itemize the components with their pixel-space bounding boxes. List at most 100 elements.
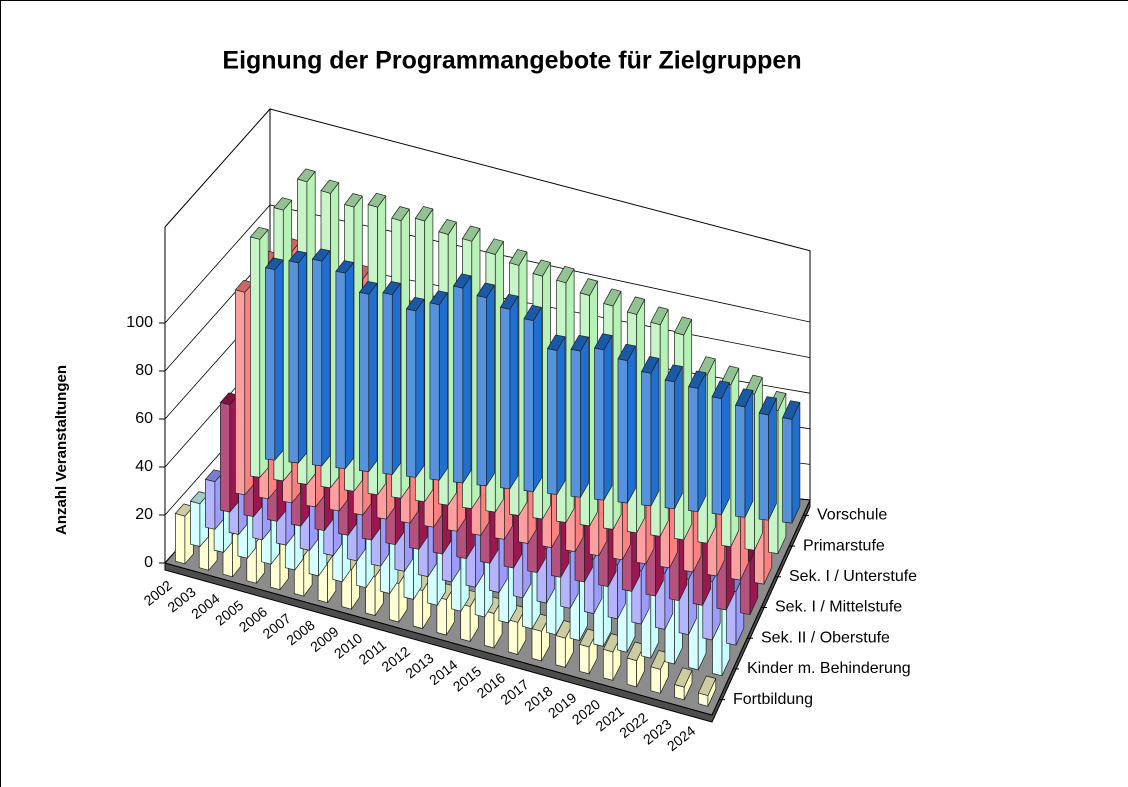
bar-front bbox=[500, 306, 511, 490]
bar-front bbox=[312, 258, 323, 467]
bar-front bbox=[570, 348, 581, 498]
bar-front bbox=[265, 267, 276, 461]
bar bbox=[758, 396, 777, 521]
bar-top bbox=[462, 225, 481, 242]
bar-front bbox=[453, 285, 464, 484]
series-label: Sek. I / Mittelstufe bbox=[775, 599, 902, 616]
bar-front bbox=[507, 619, 519, 655]
bar bbox=[453, 273, 472, 484]
bar-front bbox=[523, 318, 534, 492]
bar bbox=[429, 290, 448, 481]
bar-front bbox=[688, 386, 699, 513]
bar bbox=[579, 628, 598, 675]
bar-front bbox=[235, 289, 246, 496]
bar-top bbox=[359, 281, 378, 295]
series-label: Primarstufe bbox=[803, 537, 885, 554]
grid-line bbox=[164, 204, 811, 324]
bar bbox=[698, 675, 717, 707]
bar-side bbox=[415, 298, 425, 478]
bar-side bbox=[768, 397, 777, 521]
bar bbox=[382, 281, 401, 475]
bar-front bbox=[484, 610, 495, 649]
bar-side bbox=[697, 372, 707, 513]
bar bbox=[664, 364, 683, 510]
bar-top bbox=[320, 179, 340, 194]
bar-top bbox=[288, 250, 307, 264]
bar-top bbox=[414, 206, 434, 222]
bar-side bbox=[533, 306, 542, 492]
bar-top bbox=[367, 192, 387, 208]
bar-top bbox=[758, 396, 777, 416]
bar-top bbox=[674, 316, 693, 336]
bar-front bbox=[626, 657, 637, 688]
bar bbox=[406, 296, 425, 478]
bar-side bbox=[368, 282, 378, 472]
bar-front bbox=[382, 292, 393, 475]
bar-top bbox=[335, 260, 354, 274]
bar-front bbox=[476, 295, 487, 487]
y-axis-title: Anzahl Veranstaltungen bbox=[53, 365, 70, 535]
bar-top bbox=[674, 667, 693, 688]
bar-side bbox=[721, 382, 730, 515]
bar-side bbox=[791, 401, 801, 524]
bar-top bbox=[265, 257, 284, 271]
series-label: Sek. II / Oberstufe bbox=[761, 629, 890, 646]
bar-side bbox=[438, 292, 448, 481]
bar-front bbox=[555, 635, 566, 668]
bar-front bbox=[429, 302, 440, 481]
bar-top bbox=[547, 334, 566, 351]
bar bbox=[288, 250, 307, 464]
bar bbox=[617, 343, 636, 504]
bar-top bbox=[406, 296, 425, 312]
bar-side bbox=[509, 295, 519, 490]
bar-side bbox=[344, 262, 354, 470]
bar-top bbox=[476, 282, 495, 299]
bar-front bbox=[602, 648, 614, 681]
bar-front bbox=[220, 402, 231, 513]
chart-title: Eignung der Programmangebote für Zielgru… bbox=[222, 47, 801, 75]
bar-front bbox=[579, 643, 590, 675]
bar-side bbox=[462, 275, 472, 484]
bar-front bbox=[758, 412, 769, 521]
bar-side bbox=[744, 390, 754, 518]
bar-top bbox=[579, 278, 598, 296]
bar bbox=[335, 260, 354, 470]
bar-top bbox=[594, 333, 613, 351]
bar-top bbox=[382, 281, 401, 296]
bar-side bbox=[297, 252, 307, 464]
bar bbox=[674, 667, 693, 701]
bar-top bbox=[782, 400, 801, 420]
series-label: Sek. I / Unterstufe bbox=[789, 568, 917, 585]
bar bbox=[312, 248, 331, 467]
bar-top bbox=[429, 290, 448, 306]
series-label: Vorschule bbox=[817, 507, 887, 524]
bar-front bbox=[782, 417, 793, 524]
bar-top bbox=[570, 334, 589, 352]
bar-top bbox=[603, 288, 622, 307]
bar-front bbox=[175, 513, 186, 565]
bar-top bbox=[711, 380, 730, 399]
bar-side bbox=[486, 284, 495, 487]
bar-side bbox=[603, 335, 613, 501]
bar bbox=[650, 650, 669, 694]
bar-top bbox=[532, 259, 551, 277]
y-tick-label: 20 bbox=[135, 506, 153, 523]
bar-front bbox=[288, 260, 299, 464]
bar-top bbox=[344, 193, 363, 208]
series-label: Kinder m. Behinderung bbox=[747, 660, 911, 677]
bar-front bbox=[664, 379, 675, 510]
bar-top bbox=[641, 356, 660, 374]
y-tick-label: 0 bbox=[144, 554, 153, 571]
bar-front bbox=[531, 628, 542, 662]
bar-top bbox=[485, 238, 504, 255]
bar-side bbox=[580, 336, 589, 498]
bar bbox=[688, 370, 707, 513]
bar-front bbox=[406, 308, 417, 478]
series-label: Fortbildung bbox=[733, 691, 813, 708]
bar-side bbox=[391, 283, 401, 475]
bar-top bbox=[297, 168, 316, 183]
bar-top bbox=[735, 388, 754, 408]
bar bbox=[782, 400, 801, 524]
